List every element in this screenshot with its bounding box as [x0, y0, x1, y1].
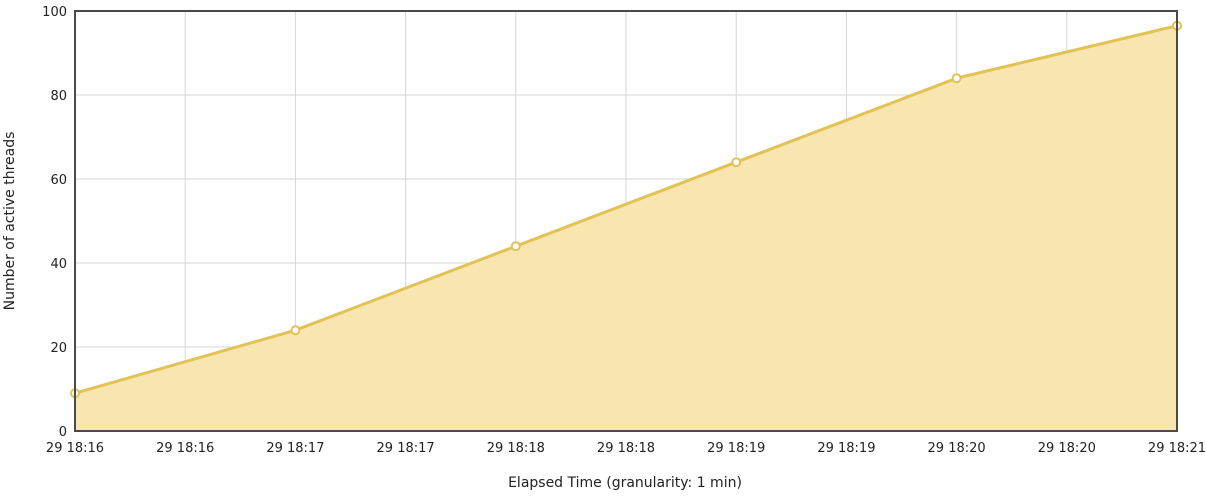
y-axis-title: Number of active threads	[2, 132, 18, 311]
series-area-fill	[75, 25, 1177, 431]
x-tick-label: 29 18:19	[817, 441, 875, 456]
x-tick-label: 29 18:20	[1038, 441, 1096, 456]
data-point	[951, 73, 962, 84]
x-tick-label: 29 18:19	[707, 441, 765, 456]
x-tick-label: 29 18:18	[597, 441, 655, 456]
y-axis-ticks: 0 20 40 60 80 100	[42, 5, 67, 440]
x-axis-ticks: 29 18:16 29 18:16 29 18:17 29 18:17 29 18:18…	[46, 441, 1206, 456]
series-line	[74, 24, 1178, 395]
x-tick-label: 29 18:16	[156, 441, 214, 456]
y-tick-label: 100	[42, 5, 67, 20]
y-tick-label: 60	[50, 173, 67, 188]
data-point	[510, 241, 521, 252]
x-tick-label: 29 18:18	[487, 441, 545, 456]
x-tick-label: 29 18:21	[1148, 441, 1206, 456]
x-tick-label: 29 18:16	[46, 441, 104, 456]
x-axis-title: Elapsed Time (granularity: 1 min)	[508, 475, 742, 491]
data-point	[290, 325, 301, 336]
x-tick-label: 29 18:20	[928, 441, 986, 456]
y-tick-label: 40	[50, 257, 67, 272]
data-point	[731, 157, 742, 168]
plot-frame	[74, 10, 1178, 432]
y-tick-label: 20	[50, 341, 67, 356]
x-tick-label: 29 18:17	[377, 441, 435, 456]
x-tick-label: 29 18:17	[266, 441, 324, 456]
y-tick-label: 80	[50, 89, 67, 104]
y-tick-label: 0	[59, 425, 67, 440]
